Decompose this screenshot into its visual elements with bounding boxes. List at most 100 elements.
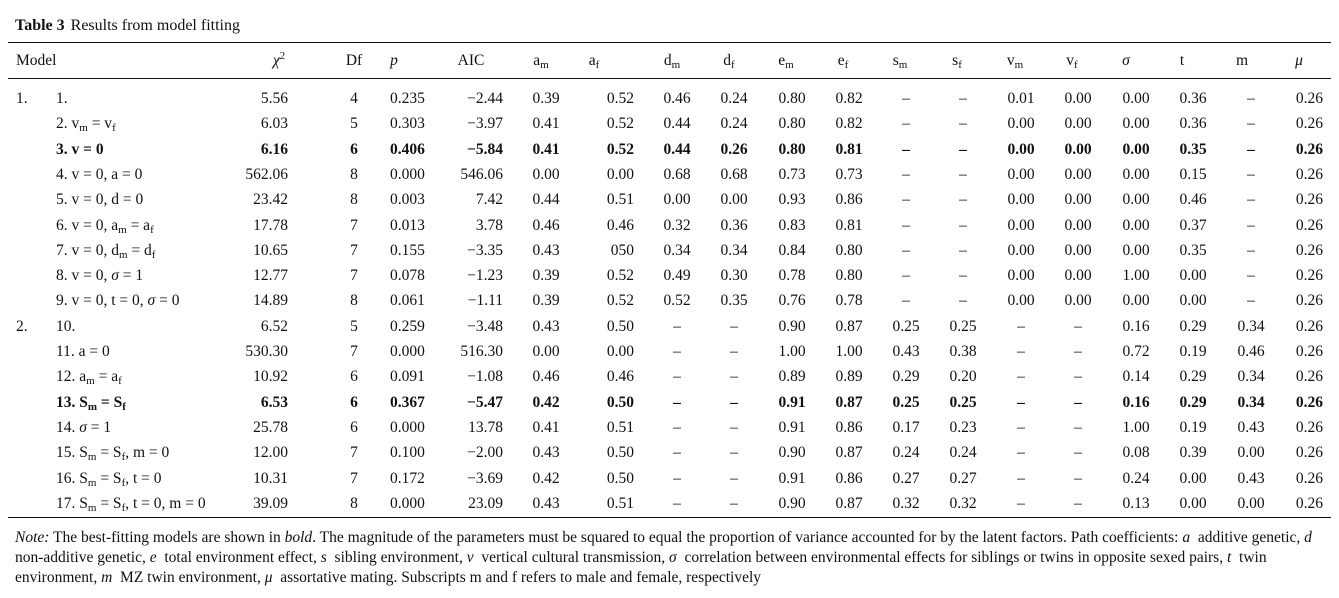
col-header-vm: vm bbox=[1006, 52, 1024, 71]
table-cell: 0.24 bbox=[892, 444, 920, 462]
table-cell: 0.26 bbox=[1295, 90, 1323, 107]
table-cell: 0.00 bbox=[1064, 90, 1092, 107]
table-cell: 0.35 bbox=[1179, 241, 1207, 259]
col-header-am: am bbox=[533, 52, 549, 71]
model-name: 14. σ = 1 bbox=[56, 418, 112, 436]
table-cell: 0.86 bbox=[835, 469, 863, 487]
table-cell: 7 bbox=[350, 267, 358, 285]
table-cell: 0.46 bbox=[606, 368, 634, 386]
table-cell: −2.00 bbox=[467, 444, 503, 462]
model-name: 11. a = 0 bbox=[56, 343, 110, 360]
table-cell: 0.43 bbox=[892, 343, 920, 360]
table-cell: – bbox=[1017, 418, 1025, 436]
table-cell: – bbox=[1074, 469, 1082, 487]
table-cell: – bbox=[730, 393, 738, 411]
table-cell: – bbox=[1017, 393, 1025, 411]
table-cell: 0.37 bbox=[1179, 216, 1207, 234]
table-cell: 0.83 bbox=[778, 216, 806, 234]
table-cell: 39.09 bbox=[253, 494, 288, 512]
table-cell: 0.44 bbox=[532, 191, 560, 209]
table-cell: 0.91 bbox=[778, 393, 806, 411]
table-cell: 0.51 bbox=[606, 494, 634, 512]
table-cell: 0.46 bbox=[1179, 191, 1207, 209]
col-header-chi: χ2 bbox=[272, 50, 286, 70]
table-cell: – bbox=[1247, 191, 1255, 209]
table-cell: 0.52 bbox=[606, 292, 634, 310]
table-cell: – bbox=[730, 444, 738, 462]
table-cell: 0.00 bbox=[1122, 140, 1150, 158]
table-cell: – bbox=[1247, 115, 1255, 133]
table-cell: 0.013 bbox=[390, 216, 425, 234]
table-cell: 0.14 bbox=[1122, 368, 1150, 386]
table-cell: – bbox=[730, 418, 738, 436]
table-cell: 6.03 bbox=[260, 115, 288, 133]
table-cell: 0.34 bbox=[663, 241, 691, 259]
col-header-sm: sm bbox=[892, 52, 908, 71]
table-cell: 0.90 bbox=[778, 444, 806, 462]
table-cell: 0.91 bbox=[778, 418, 806, 436]
table-cell: – bbox=[1074, 393, 1082, 411]
table-cell: – bbox=[902, 216, 910, 234]
table-cell: 0.00 bbox=[1007, 216, 1035, 234]
col-header-dm: dm bbox=[663, 52, 681, 71]
col-header-em: em bbox=[778, 52, 794, 71]
table-cell: – bbox=[902, 165, 910, 183]
table-cell: 0.43 bbox=[532, 241, 560, 259]
table-cell: 8 bbox=[350, 292, 358, 310]
table-cell: 0.00 bbox=[1179, 267, 1207, 285]
table-cell: 0.81 bbox=[835, 140, 863, 158]
col-header-p: p bbox=[390, 52, 398, 69]
table-cell: 0.41 bbox=[532, 140, 560, 158]
table-cell: – bbox=[959, 241, 967, 259]
col-header-vf: vf bbox=[1066, 52, 1078, 71]
table-cell: 0.003 bbox=[390, 191, 425, 209]
table-cell: 0.36 bbox=[1179, 90, 1207, 107]
table-cell: 0.00 bbox=[1122, 90, 1150, 107]
table-cell: 0.26 bbox=[1295, 165, 1323, 183]
table-cell: – bbox=[1017, 469, 1025, 487]
table-cell: – bbox=[1074, 444, 1082, 462]
col-header-df: Df bbox=[345, 52, 363, 69]
table-cell: 0.26 bbox=[1295, 140, 1323, 158]
table-cell: 0.25 bbox=[949, 317, 977, 335]
col-header-m: m bbox=[1235, 52, 1249, 69]
model-name: 10. bbox=[56, 317, 76, 335]
table-cell: −5.47 bbox=[467, 393, 503, 411]
table-cell: – bbox=[959, 216, 967, 234]
table-cell: 0.00 bbox=[1122, 165, 1150, 183]
header-rule bbox=[8, 78, 1331, 79]
table-cell: 7.42 bbox=[475, 191, 503, 209]
table-cell: 0.155 bbox=[390, 241, 425, 259]
bottom-rule bbox=[8, 517, 1331, 519]
group-label: 1. bbox=[16, 90, 28, 107]
table-cell: – bbox=[673, 444, 681, 462]
table-cell: −3.48 bbox=[467, 317, 503, 335]
table-cell: 0.90 bbox=[778, 494, 806, 512]
table-cell: −3.97 bbox=[467, 115, 503, 133]
model-name: 16. Sm = Sf, t = 0 bbox=[56, 469, 162, 489]
table-cell: 0.39 bbox=[532, 90, 560, 107]
table-cell: 23.09 bbox=[468, 494, 503, 512]
table-cell: – bbox=[902, 292, 910, 310]
table-cell: 7 bbox=[350, 343, 358, 360]
table-cell: – bbox=[1074, 317, 1082, 335]
table-cell: 0.39 bbox=[1179, 444, 1207, 462]
table-cell: – bbox=[1247, 216, 1255, 234]
table-cell: 0.73 bbox=[835, 165, 863, 183]
table-cell: 0.00 bbox=[720, 191, 748, 209]
table-cell: 0.26 bbox=[1295, 216, 1323, 234]
table-cell: – bbox=[1017, 444, 1025, 462]
table-cell: −5.84 bbox=[467, 140, 503, 158]
table-cell: 0.23 bbox=[949, 418, 977, 436]
table-cell: 0.41 bbox=[532, 418, 560, 436]
table-cell: – bbox=[673, 418, 681, 436]
table-cell: 0.29 bbox=[892, 368, 920, 386]
table-cell: – bbox=[1017, 368, 1025, 386]
model-name: 15. Sm = Sf, m = 0 bbox=[56, 444, 170, 464]
table-title: Results from model fitting bbox=[70, 17, 240, 34]
table-cell: 0.00 bbox=[1007, 292, 1035, 310]
table-cell: 0.43 bbox=[1237, 469, 1265, 487]
table-cell: 0.00 bbox=[1179, 469, 1207, 487]
table-cell: 0.50 bbox=[606, 469, 634, 487]
table-cell: 0.00 bbox=[1237, 494, 1265, 512]
